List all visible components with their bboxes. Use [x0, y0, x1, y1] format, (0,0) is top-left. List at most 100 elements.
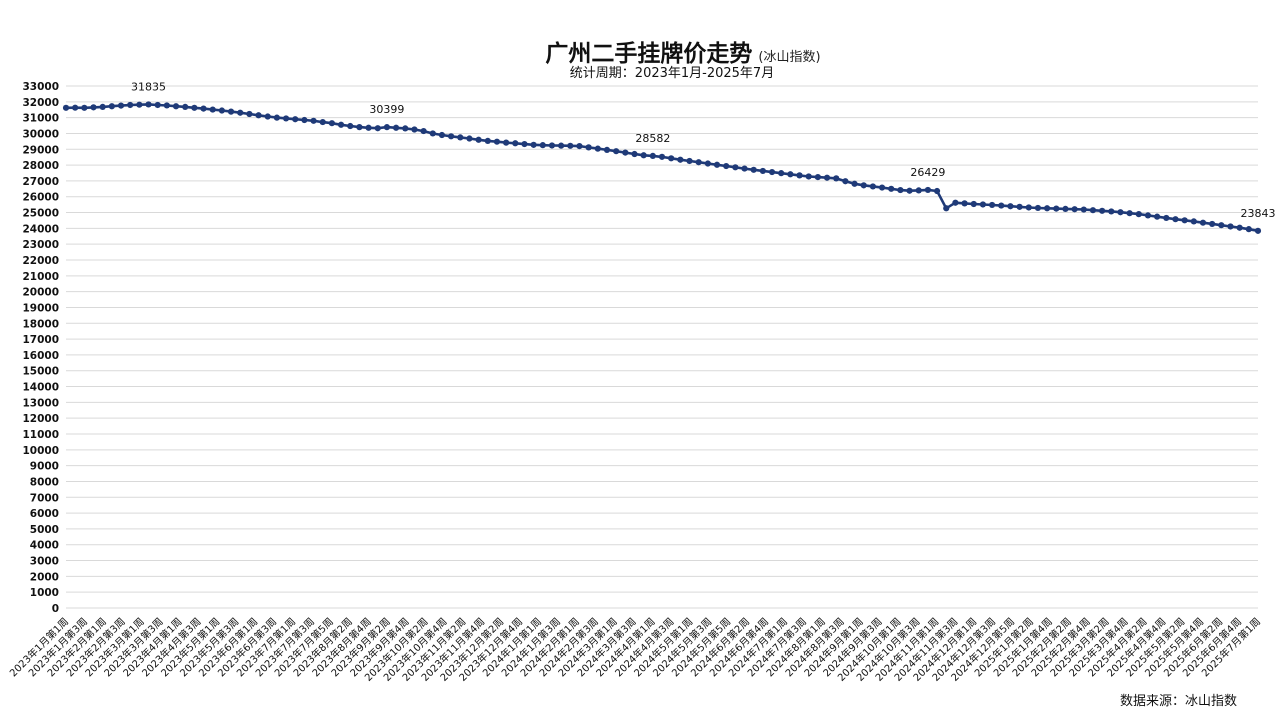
- y-tick-label: 4000: [30, 540, 59, 552]
- data-point: [255, 112, 262, 119]
- data-point: [347, 122, 354, 130]
- data-point: [1172, 216, 1179, 223]
- y-tick-label: 21000: [22, 271, 59, 283]
- data-point: [301, 116, 308, 124]
- y-tick-label: 17000: [22, 334, 59, 346]
- chart-title-note: (冰山指数): [758, 50, 821, 65]
- data-point: [374, 125, 381, 132]
- y-tick-label: 30000: [22, 128, 59, 140]
- y-tick-label: 10000: [22, 445, 59, 457]
- data-point: [466, 135, 473, 142]
- data-point: [640, 152, 647, 159]
- x-axis-ticks: 2023年1月第1周2023年1月第3周2023年2月第1周2023年2月第3周…: [7, 615, 1263, 684]
- data-point: [713, 161, 721, 168]
- data-point: [521, 140, 528, 148]
- data-point: [1117, 209, 1124, 216]
- y-tick-label: 20000: [22, 287, 59, 299]
- gridlines: [66, 85, 1258, 609]
- data-point: [658, 153, 666, 160]
- data-point: [429, 130, 436, 137]
- data-point: [933, 187, 941, 195]
- data-point: [475, 136, 482, 143]
- data-point: [246, 110, 253, 118]
- data-point: [1236, 224, 1243, 231]
- data-point: [365, 124, 372, 131]
- data-point: [1080, 206, 1087, 213]
- data-point: [72, 104, 79, 111]
- data-point: [62, 104, 70, 111]
- y-tick-label: 3000: [30, 556, 59, 568]
- data-point: [438, 131, 446, 139]
- data-label: 30399: [369, 103, 404, 116]
- y-tick-label: 13000: [22, 397, 59, 409]
- data-point: [1209, 220, 1216, 228]
- y-tick-label: 1000: [30, 587, 59, 599]
- data-point: [117, 102, 125, 109]
- series-line-layer: [65, 103, 1259, 233]
- data-point: [411, 126, 418, 133]
- data-point: [1135, 211, 1142, 218]
- y-tick-label: 23000: [22, 239, 59, 251]
- y-tick-label: 12000: [22, 413, 59, 425]
- data-label: 31835: [131, 80, 166, 93]
- data-point: [1181, 217, 1188, 224]
- data-point: [1108, 208, 1115, 215]
- data-point: [1144, 212, 1152, 219]
- data-point: [182, 103, 189, 110]
- data-point: [237, 109, 244, 116]
- data-point: [613, 148, 620, 155]
- data-point: [924, 186, 932, 194]
- data-point: [420, 127, 427, 135]
- y-tick-label: 18000: [22, 318, 59, 330]
- y-tick-label: 2000: [30, 571, 59, 583]
- data-point: [594, 145, 601, 152]
- data-point: [823, 174, 831, 181]
- data-point: [1062, 205, 1069, 213]
- data-point: [878, 184, 886, 191]
- data-point: [1071, 206, 1078, 213]
- y-tick-label: 15000: [22, 366, 59, 378]
- data-point: [484, 137, 491, 144]
- y-tick-label: 7000: [30, 492, 59, 504]
- data-point: [741, 165, 748, 172]
- data-point: [988, 201, 996, 209]
- chart-subtitle: 统计周期：2023年1月-2025年7月: [569, 66, 775, 81]
- y-tick-label: 27000: [22, 176, 59, 188]
- data-point: [1044, 205, 1051, 212]
- data-point: [860, 182, 867, 189]
- data-point: [842, 178, 849, 185]
- data-point: [1126, 210, 1133, 217]
- data-point: [1053, 205, 1060, 212]
- data-point: [668, 155, 675, 162]
- data-point: [145, 101, 152, 108]
- data-point: [512, 140, 519, 147]
- data-point: [695, 159, 702, 166]
- data-points: [62, 101, 1262, 234]
- data-point: [154, 101, 161, 109]
- data-point: [356, 124, 363, 131]
- y-tick-label: 8000: [30, 476, 59, 488]
- data-point: [1025, 204, 1032, 211]
- data-point: [1163, 214, 1170, 222]
- data-point: [337, 121, 345, 128]
- data-point: [218, 107, 225, 114]
- y-tick-label: 26000: [22, 192, 59, 204]
- data-point: [723, 162, 730, 170]
- data-point: [1227, 223, 1234, 230]
- data-point: [677, 156, 684, 163]
- y-tick-label: 5000: [30, 524, 59, 536]
- y-tick-label: 6000: [30, 508, 59, 520]
- data-point: [383, 124, 391, 131]
- y-tick-label: 22000: [22, 255, 59, 267]
- data-point: [273, 114, 280, 121]
- data-point: [686, 157, 693, 165]
- data-point: [1034, 204, 1042, 212]
- data-point: [631, 150, 638, 158]
- data-point: [943, 205, 950, 212]
- data-point: [136, 101, 143, 108]
- data-point: [493, 138, 501, 145]
- y-tick-label: 14000: [22, 382, 59, 394]
- data-point: [952, 199, 959, 206]
- data-point: [530, 141, 537, 148]
